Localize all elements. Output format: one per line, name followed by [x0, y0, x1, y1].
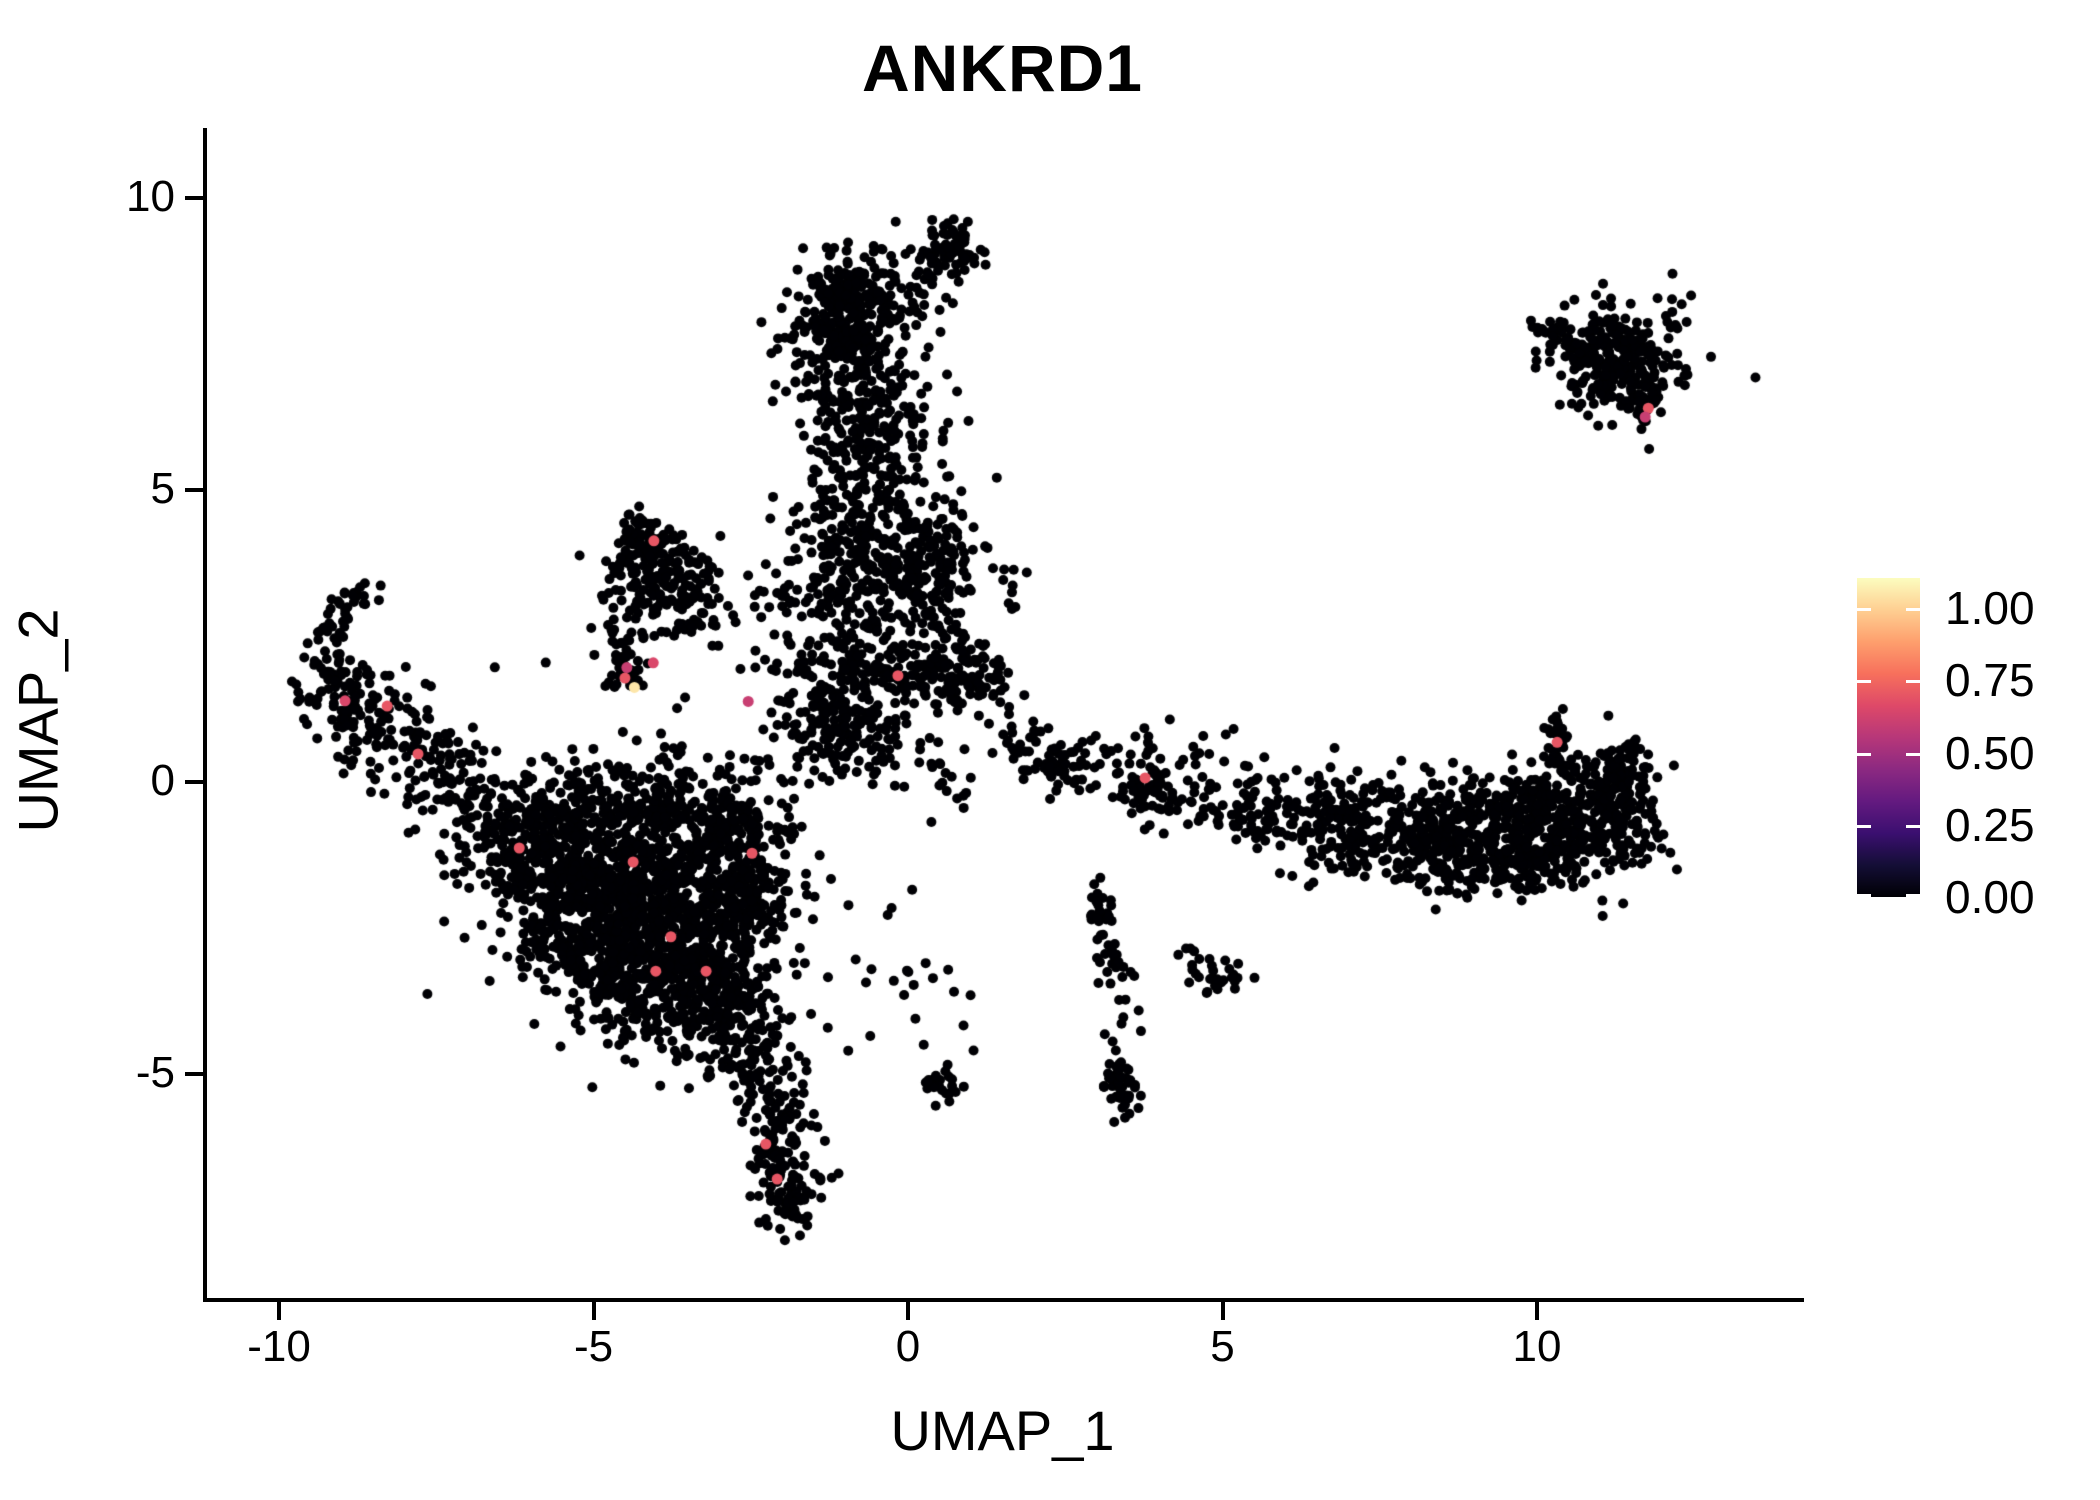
colorbar-tick-label: 1.00	[1945, 582, 2035, 634]
y-axis-line	[203, 128, 207, 1302]
x-axis-tick-label: -5	[573, 1322, 614, 1371]
expression-colorbar	[1857, 578, 1920, 897]
x-axis-tick	[277, 1302, 281, 1320]
x-axis-tick-label: 10	[1512, 1322, 1562, 1371]
y-axis-tick-label: 0	[150, 756, 175, 805]
y-axis-tick-label: 10	[126, 172, 175, 221]
colorbar-tick-right	[1906, 894, 1920, 897]
colorbar-tick-label: 0.00	[1945, 871, 2035, 923]
colorbar-tick-right	[1906, 680, 1920, 684]
colorbar-tick-right	[1906, 752, 1920, 756]
colorbar-tick-label: 0.25	[1945, 798, 2035, 851]
y-axis-tick-label: 5	[150, 464, 175, 513]
colorbar-tick-right	[1906, 824, 1920, 828]
y-axis-title: UMAP_2	[6, 608, 70, 833]
y-axis-tick	[185, 780, 203, 784]
y-axis-tick-label: -5	[135, 1048, 175, 1097]
colorbar-tick-label: 0.75	[1945, 654, 2035, 707]
colorbar-tick-left	[1857, 608, 1871, 611]
colorbar-tick-left	[1857, 894, 1871, 897]
x-axis-tick-label: -10	[247, 1322, 311, 1371]
plot-title: ANKRD1	[861, 31, 1144, 105]
colorbar-tick-label: 0.50	[1945, 726, 2035, 779]
y-axis-tick	[185, 1072, 203, 1076]
x-axis-tick	[1535, 1302, 1539, 1320]
x-axis-tick-label: 0	[895, 1322, 921, 1371]
x-axis-tick	[591, 1302, 596, 1320]
colorbar-tick-right	[1906, 608, 1920, 611]
x-axis-tick-label: 5	[1210, 1322, 1235, 1371]
colorbar-tick-left	[1857, 824, 1871, 828]
y-axis-tick	[185, 196, 203, 200]
x-axis-tick	[906, 1302, 910, 1320]
x-axis-line	[203, 1298, 1804, 1302]
y-axis-tick	[185, 488, 203, 492]
colorbar-tick-left	[1857, 680, 1871, 684]
x-axis-tick	[1220, 1302, 1225, 1320]
x-axis-title: UMAP_1	[890, 1399, 1115, 1462]
colorbar-tick-left	[1857, 752, 1871, 756]
